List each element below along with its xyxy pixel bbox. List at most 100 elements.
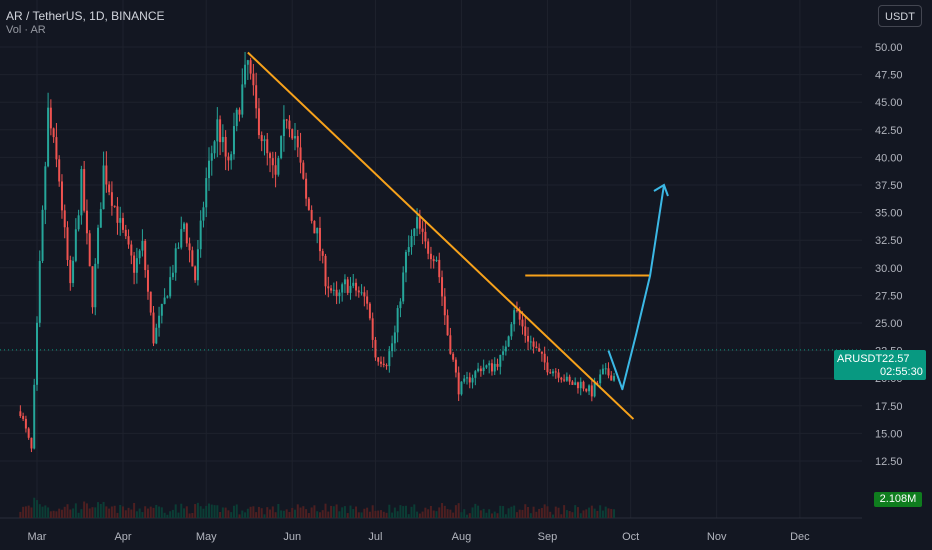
volume-bar: [527, 506, 530, 518]
volume-bar: [443, 505, 446, 518]
candle-body: [496, 363, 499, 367]
volume-bar: [288, 512, 291, 518]
candle-body: [36, 322, 38, 385]
candle-body: [529, 341, 532, 343]
candle-body: [83, 169, 86, 211]
volume-bar: [130, 509, 133, 518]
volume-bar: [58, 508, 61, 518]
candle-body: [549, 372, 552, 374]
candle-body: [55, 137, 58, 160]
candle-body: [124, 229, 127, 237]
candle-body: [585, 388, 588, 392]
volume-bar: [502, 506, 505, 518]
volume-bar: [571, 512, 574, 518]
volume-bar: [110, 506, 113, 518]
volume-bar: [563, 505, 566, 518]
candle-body: [396, 308, 399, 333]
candle-body: [485, 365, 488, 368]
candle-body: [316, 227, 319, 234]
volume-bar: [393, 507, 396, 518]
time-tick-label: Jun: [283, 531, 301, 543]
candle-body: [74, 229, 77, 261]
candle-body: [249, 60, 252, 74]
candle-body: [418, 217, 421, 229]
volume-bar: [158, 506, 161, 518]
volume-bar: [241, 510, 244, 518]
volume-bar: [327, 511, 330, 518]
volume-bar: [507, 508, 510, 518]
candle-body: [463, 378, 466, 382]
currency-button[interactable]: USDT: [878, 5, 922, 27]
time-axis[interactable]: Mar Apr May Jun Jul Aug Sep Oct Nov Dec: [28, 531, 811, 543]
candle-body: [99, 209, 102, 228]
candle-body: [152, 312, 155, 344]
candle-body: [202, 207, 205, 221]
volume-bar: [302, 506, 305, 518]
volume-bar: [36, 500, 38, 518]
volume-bar: [377, 510, 380, 518]
countdown-text: 02:55:30: [880, 366, 923, 378]
candle-body: [468, 377, 471, 383]
volume-bar: [368, 511, 371, 518]
volume-bar: [122, 506, 124, 518]
candle-body: [60, 181, 63, 211]
candle-body: [277, 158, 280, 175]
volume-bar: [441, 503, 444, 518]
candle-body: [510, 324, 513, 337]
candle-body: [490, 363, 493, 372]
price-axis[interactable]: 50.00 47.50 45.00 42.50 40.00 37.50 35.00 32.50…: [875, 42, 903, 468]
price-tick-label: 17.50: [875, 401, 903, 413]
volume-bar: [163, 512, 166, 518]
candle-body: [30, 437, 33, 449]
arrow-head: [653, 183, 669, 197]
volume-bar: [177, 512, 180, 518]
symbol-text: ARUSDT: [837, 353, 883, 365]
candle-body: [335, 289, 338, 297]
candle-body: [310, 209, 313, 221]
candle-body: [377, 357, 380, 362]
volume-bar: [499, 505, 502, 518]
candle-body: [457, 372, 460, 395]
candle-body: [404, 252, 407, 273]
volume-bar: [427, 509, 430, 518]
candle-body: [235, 109, 238, 127]
price-tick-label: 27.50: [875, 290, 903, 302]
volume-bar: [518, 509, 521, 518]
candle-body: [210, 153, 213, 161]
candle-body: [97, 227, 100, 264]
candle-body: [568, 376, 571, 382]
volume-bar: [435, 511, 438, 518]
volume-bar: [582, 510, 585, 518]
volume-bar: [63, 506, 66, 518]
time-tick-label: Oct: [622, 531, 639, 543]
candle-body: [105, 165, 108, 185]
volume-bar: [307, 513, 310, 518]
volume-bar: [557, 507, 560, 518]
price-tick-label: 45.00: [875, 97, 903, 109]
candle-body: [371, 318, 374, 340]
candle-body: [554, 371, 557, 373]
candle-body: [540, 351, 543, 354]
volume-bar: [33, 497, 36, 518]
volume-bar: [219, 511, 222, 518]
price-tick-label: 37.50: [875, 180, 903, 192]
volume-bar: [479, 510, 482, 518]
indicator-legend[interactable]: Vol · AR: [6, 24, 46, 36]
candle-body: [44, 166, 47, 210]
candle-body: [41, 209, 44, 261]
candle-body: [565, 376, 568, 381]
candle-body: [255, 85, 258, 109]
volume-bar: [590, 505, 593, 518]
candle-body: [130, 244, 133, 256]
candle-body: [144, 240, 147, 271]
candle-body: [427, 241, 430, 254]
candle-body: [177, 247, 180, 249]
chart-grid: [0, 0, 862, 519]
volume-bar: [244, 512, 247, 518]
candle-body: [299, 147, 302, 163]
volume-bar: [160, 507, 163, 518]
volume-bar: [588, 507, 591, 518]
candle-body: [27, 428, 30, 438]
volume-bar: [74, 503, 77, 518]
